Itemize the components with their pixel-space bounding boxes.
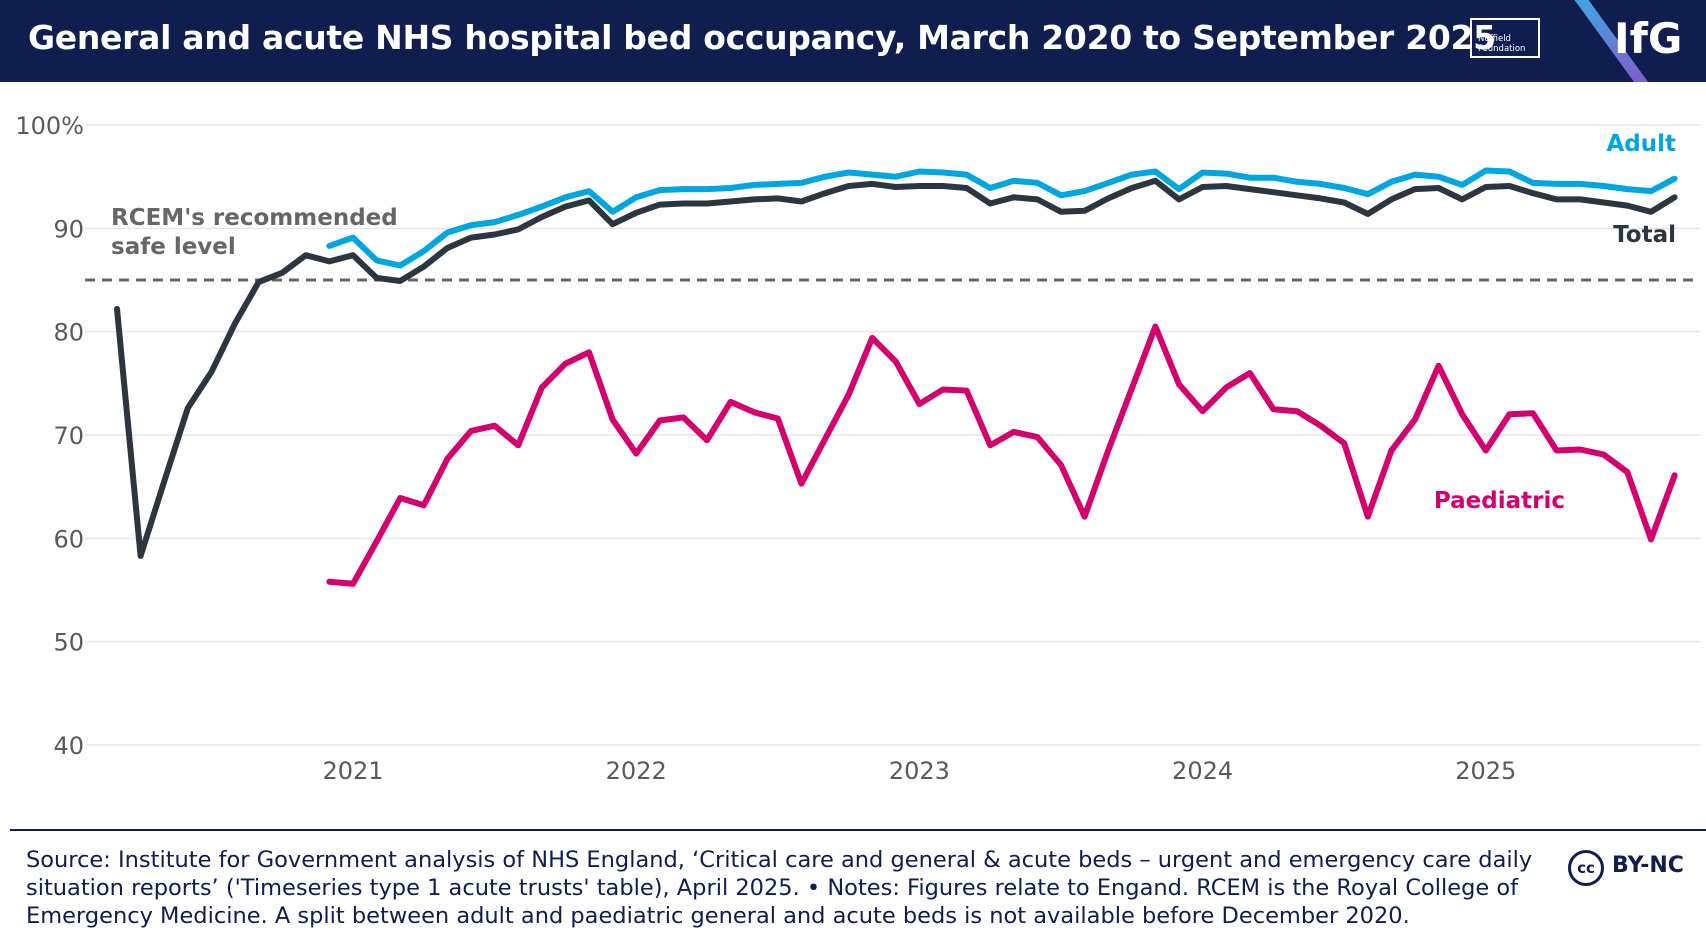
- y-tick-label: 60: [53, 525, 84, 553]
- x-tick-label: 2022: [606, 757, 667, 785]
- series-line-adult: [326, 167, 1678, 269]
- gridlines: [85, 124, 1700, 746]
- source-note: Source: Institute for Government analysi…: [26, 847, 1533, 929]
- y-tick-label: 40: [53, 732, 84, 760]
- nuffield-foundation-logo: Nuffield Foundation: [1470, 18, 1540, 58]
- page-title: General and acute NHS hospital bed occup…: [28, 18, 1496, 57]
- rcem-safe-level-label-line2: safe level: [111, 234, 236, 260]
- y-tick-label: 80: [53, 319, 84, 347]
- series-label-total: Total: [1613, 222, 1676, 248]
- series-label-paediatric: Paediatric: [1434, 488, 1565, 514]
- footer-divider: [10, 829, 1706, 831]
- license-label: BY-NC: [1612, 853, 1684, 878]
- nuffield-logo-line2: Foundation: [1478, 44, 1526, 54]
- y-axis-ticks: 40 50 60 70 80 90 100%: [15, 112, 84, 760]
- y-tick-label: 50: [53, 629, 84, 657]
- rcem-safe-level-label-line1: RCEM's recommended: [111, 205, 398, 231]
- x-axis-ticks: 2021 2022 2023 2024 2025: [322, 757, 1516, 785]
- series-line-paediatric: [326, 323, 1678, 587]
- ifg-logo: IfG: [1614, 14, 1683, 63]
- y-tick-label: 100%: [15, 112, 84, 140]
- series-line-total: [114, 177, 1678, 559]
- nuffield-logo-line1: Nuffield: [1478, 34, 1511, 44]
- x-tick-label: 2024: [1172, 757, 1233, 785]
- header-banner: General and acute NHS hospital bed occup…: [0, 0, 1706, 82]
- y-tick-label: 70: [53, 422, 84, 450]
- series-label-adult: Adult: [1606, 131, 1676, 157]
- creative-commons-icon: cc: [1568, 850, 1604, 886]
- occupancy-line-chart: 40 50 60 70 80 90 100% 2021 2022 2023 2024 2025 RC…: [15, 112, 1700, 785]
- y-tick-label: 90: [53, 215, 84, 243]
- x-tick-label: 2023: [889, 757, 950, 785]
- x-tick-label: 2025: [1455, 757, 1516, 785]
- x-tick-label: 2021: [322, 757, 383, 785]
